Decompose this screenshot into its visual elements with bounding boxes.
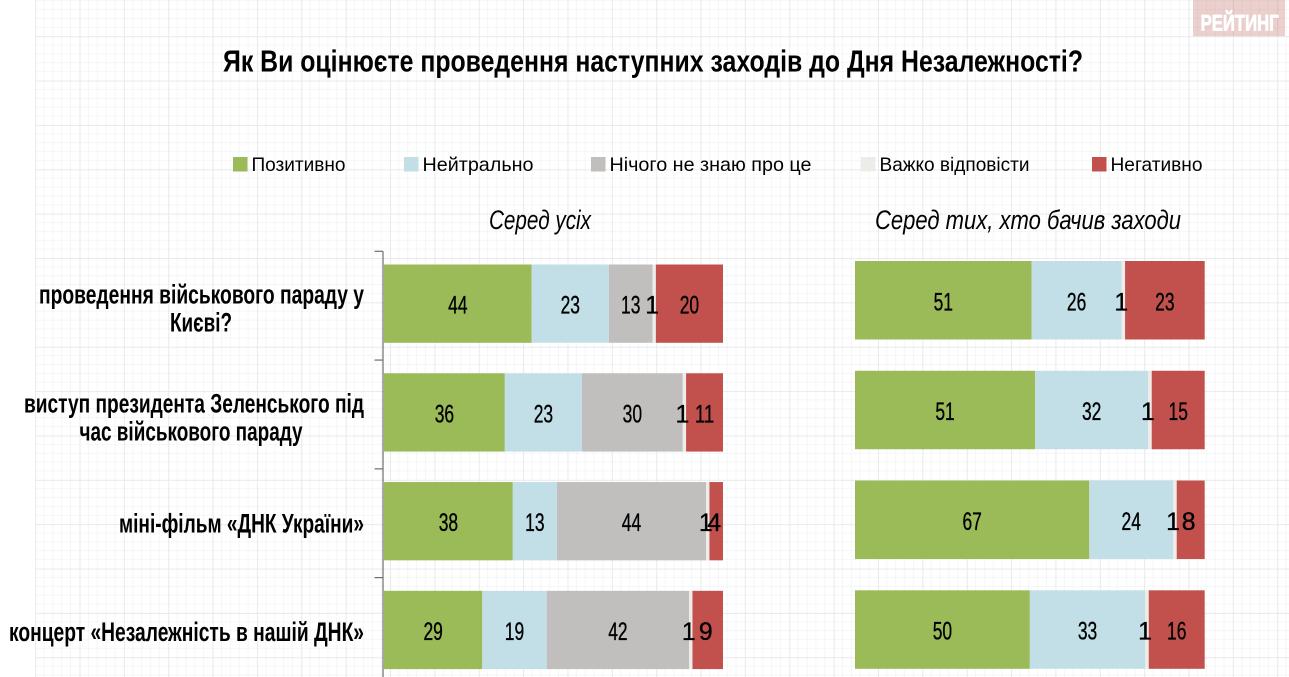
svg-text:1: 1	[1138, 619, 1152, 646]
svg-text:32: 32	[1082, 399, 1101, 426]
svg-text:15: 15	[1169, 399, 1188, 426]
svg-text:1: 1	[1114, 289, 1128, 316]
svg-text:Як Ви оцінюєте проведення наст: Як Ви оцінюєте проведення наступних захо…	[223, 44, 1083, 78]
svg-text:4: 4	[707, 510, 721, 537]
svg-text:11: 11	[695, 401, 714, 428]
svg-text:13: 13	[525, 510, 544, 537]
svg-text:1: 1	[1141, 399, 1155, 426]
svg-text:67: 67	[962, 509, 981, 536]
svg-text:23: 23	[534, 401, 553, 428]
svg-text:проведення військового параду: проведення військового параду у	[39, 280, 364, 310]
svg-text:Серед усіх: Серед усіх	[489, 205, 592, 235]
svg-text:8: 8	[1182, 509, 1196, 536]
svg-text:9: 9	[699, 619, 713, 646]
svg-text:1: 1	[645, 293, 659, 320]
svg-text:42: 42	[608, 619, 627, 646]
svg-text:Серед тих, хто бачив заходи: Серед тих, хто бачив заходи	[875, 205, 1181, 235]
svg-text:30: 30	[623, 401, 642, 428]
svg-text:Нічого не знаю про це: Нічого не знаю про це	[610, 154, 812, 176]
svg-text:33: 33	[1078, 619, 1097, 646]
svg-text:44: 44	[622, 510, 642, 537]
svg-text:23: 23	[1155, 289, 1174, 316]
svg-text:44: 44	[448, 293, 468, 320]
svg-text:Позитивно: Позитивно	[252, 154, 346, 176]
svg-text:26: 26	[1067, 289, 1086, 316]
svg-text:36: 36	[435, 401, 454, 428]
svg-text:виступ президента Зеленського: виступ президента Зеленського під	[24, 388, 364, 418]
svg-text:29: 29	[423, 619, 442, 646]
svg-text:Негативно: Негативно	[1111, 154, 1203, 176]
svg-text:20: 20	[680, 293, 699, 320]
svg-text:міні-фільм «ДНК України»: міні-фільм «ДНК України»	[119, 509, 364, 539]
svg-text:Нейтрально: Нейтрально	[423, 154, 534, 176]
svg-text:час військового параду: час військового параду	[80, 416, 303, 446]
svg-text:концерт «Незалежність в нашій: концерт «Незалежність в нашій ДНК»	[9, 617, 364, 647]
svg-text:16: 16	[1167, 619, 1186, 646]
svg-text:1: 1	[1166, 509, 1180, 536]
svg-text:51: 51	[935, 399, 954, 426]
svg-text:1: 1	[682, 619, 696, 646]
svg-text:Києві?: Києві?	[170, 308, 232, 338]
svg-text:19: 19	[505, 619, 524, 646]
svg-text:51: 51	[934, 289, 953, 316]
svg-text:1: 1	[699, 510, 713, 537]
svg-text:50: 50	[933, 619, 952, 646]
svg-text:РЕЙТИНГ: РЕЙТИНГ	[1201, 10, 1279, 35]
svg-text:23: 23	[561, 293, 580, 320]
svg-text:24: 24	[1122, 509, 1142, 536]
svg-text:Важко відповісти: Важко відповісти	[880, 154, 1030, 176]
svg-text:13: 13	[621, 293, 640, 320]
svg-text:1: 1	[676, 401, 690, 428]
svg-text:38: 38	[439, 510, 458, 537]
